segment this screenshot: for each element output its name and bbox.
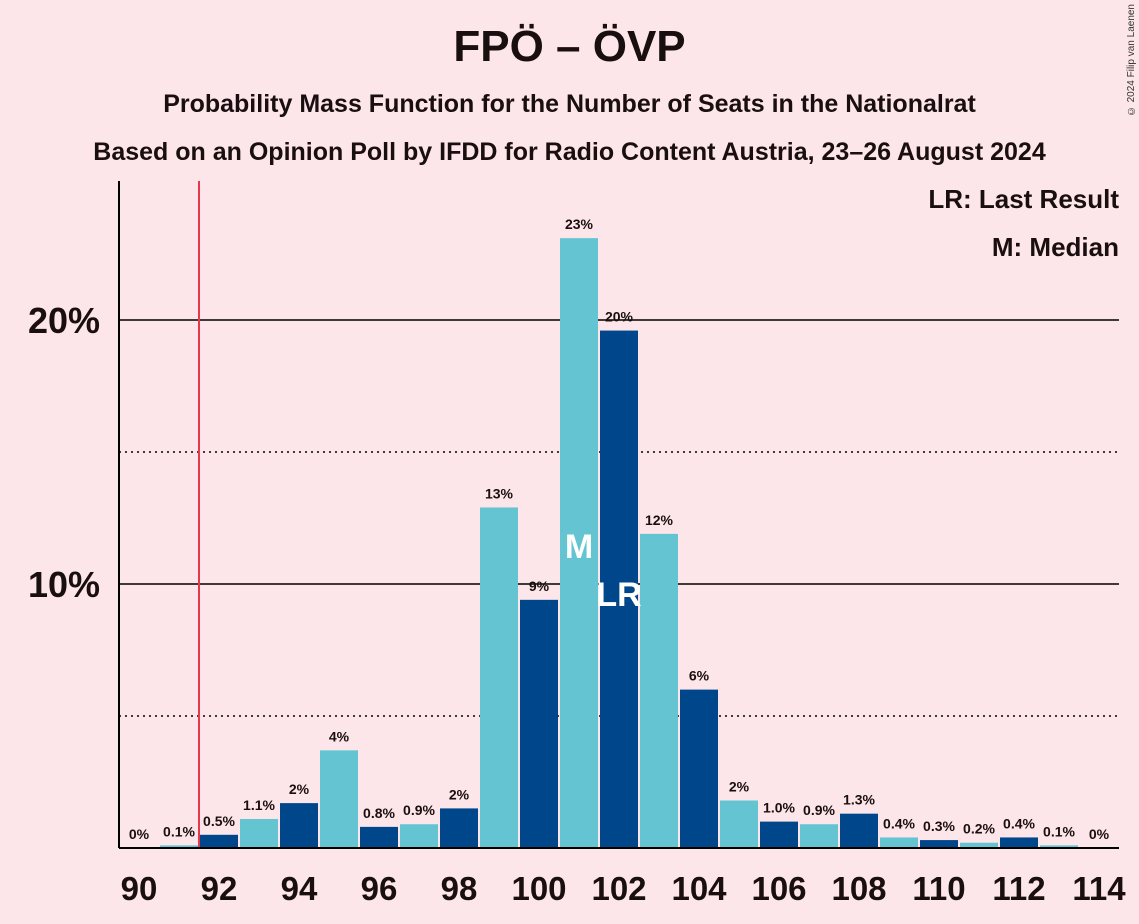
bar-value-label-114: 0% — [1089, 826, 1110, 842]
bar-seat-108 — [840, 813, 878, 848]
bar-seat-105 — [720, 800, 758, 848]
x-tick-label-106: 106 — [751, 870, 806, 907]
bar-seat-102 — [600, 330, 638, 848]
bar-value-label-95: 4% — [329, 728, 350, 744]
bar-seat-113 — [1040, 845, 1078, 848]
bar-value-label-99: 13% — [485, 485, 514, 501]
x-tick-label-112: 112 — [992, 870, 1045, 907]
bar-seat-110 — [920, 840, 958, 848]
bar-seat-91 — [160, 845, 198, 848]
bar-value-label-111: 0.2% — [963, 821, 995, 837]
x-tick-label-100: 100 — [511, 870, 566, 907]
bar-value-label-90: 0% — [129, 826, 150, 842]
x-tick-label-108: 108 — [831, 870, 886, 907]
bar-value-label-108: 1.3% — [843, 792, 875, 808]
bar-value-label-107: 0.9% — [803, 802, 835, 818]
x-tick-label-96: 96 — [361, 870, 398, 907]
bar-value-label-96: 0.8% — [363, 805, 395, 821]
legend-last-result: LR: Last Result — [928, 184, 1119, 214]
bar-seat-94 — [280, 803, 318, 848]
x-tick-label-102: 102 — [591, 870, 646, 907]
bar-value-label-100: 9% — [529, 578, 550, 594]
x-tick-label-114: 114 — [1072, 870, 1126, 907]
bar-seat-92 — [200, 834, 238, 848]
bar-value-label-92: 0.5% — [203, 813, 235, 829]
bar-value-label-101: 23% — [565, 216, 594, 232]
bar-seat-98 — [440, 808, 478, 848]
bar-value-label-106: 1.0% — [763, 800, 795, 816]
bar-seat-95 — [320, 750, 358, 848]
last-result-mark: LR — [596, 576, 641, 614]
bar-value-label-97: 0.9% — [403, 802, 435, 818]
bar-seat-111 — [960, 842, 998, 848]
bar-seat-93 — [240, 818, 278, 848]
legend-median: M: Median — [991, 232, 1119, 262]
chart-title: FPÖ – ÖVP — [453, 22, 686, 71]
bar-value-label-98: 2% — [449, 786, 470, 802]
bar-value-label-102: 20% — [605, 309, 634, 325]
bar-value-label-93: 1.1% — [243, 797, 275, 813]
bar-value-label-112: 0.4% — [1003, 815, 1035, 831]
bar-seat-112 — [1000, 837, 1038, 848]
x-tick-label-92: 92 — [201, 870, 238, 907]
chart-source-line: Based on an Opinion Poll by IFDD for Rad… — [93, 138, 1046, 166]
bar-value-label-94: 2% — [289, 781, 310, 797]
bar-seat-107 — [800, 824, 838, 848]
median-mark: M — [565, 528, 593, 566]
bar-value-label-103: 12% — [645, 512, 674, 528]
x-tick-label-94: 94 — [281, 870, 318, 907]
x-tick-label-110: 110 — [912, 870, 965, 907]
bar-seat-96 — [360, 826, 398, 848]
bar-value-label-110: 0.3% — [923, 818, 955, 834]
bar-value-label-91: 0.1% — [163, 823, 195, 839]
x-tick-label-98: 98 — [441, 870, 478, 907]
bar-value-label-105: 2% — [729, 778, 750, 794]
bar-seat-106 — [760, 821, 798, 848]
bar-seat-103 — [640, 533, 678, 848]
bar-value-label-109: 0.4% — [883, 815, 915, 831]
bar-seat-109 — [880, 837, 918, 848]
bar-seat-101 — [560, 238, 598, 848]
chart-subtitle: Probability Mass Function for the Number… — [163, 90, 976, 118]
y-tick-label-20: 20% — [28, 300, 100, 341]
bar-seat-100 — [520, 599, 558, 848]
bar-value-label-113: 0.1% — [1043, 823, 1075, 839]
bar-value-label-104: 6% — [689, 668, 710, 684]
bar-seat-99 — [480, 507, 518, 848]
bar-seat-97 — [400, 824, 438, 848]
bar-seat-104 — [680, 689, 718, 848]
y-tick-label-10: 10% — [28, 564, 100, 605]
x-tick-label-90: 90 — [121, 870, 158, 907]
x-tick-label-104: 104 — [671, 870, 727, 907]
